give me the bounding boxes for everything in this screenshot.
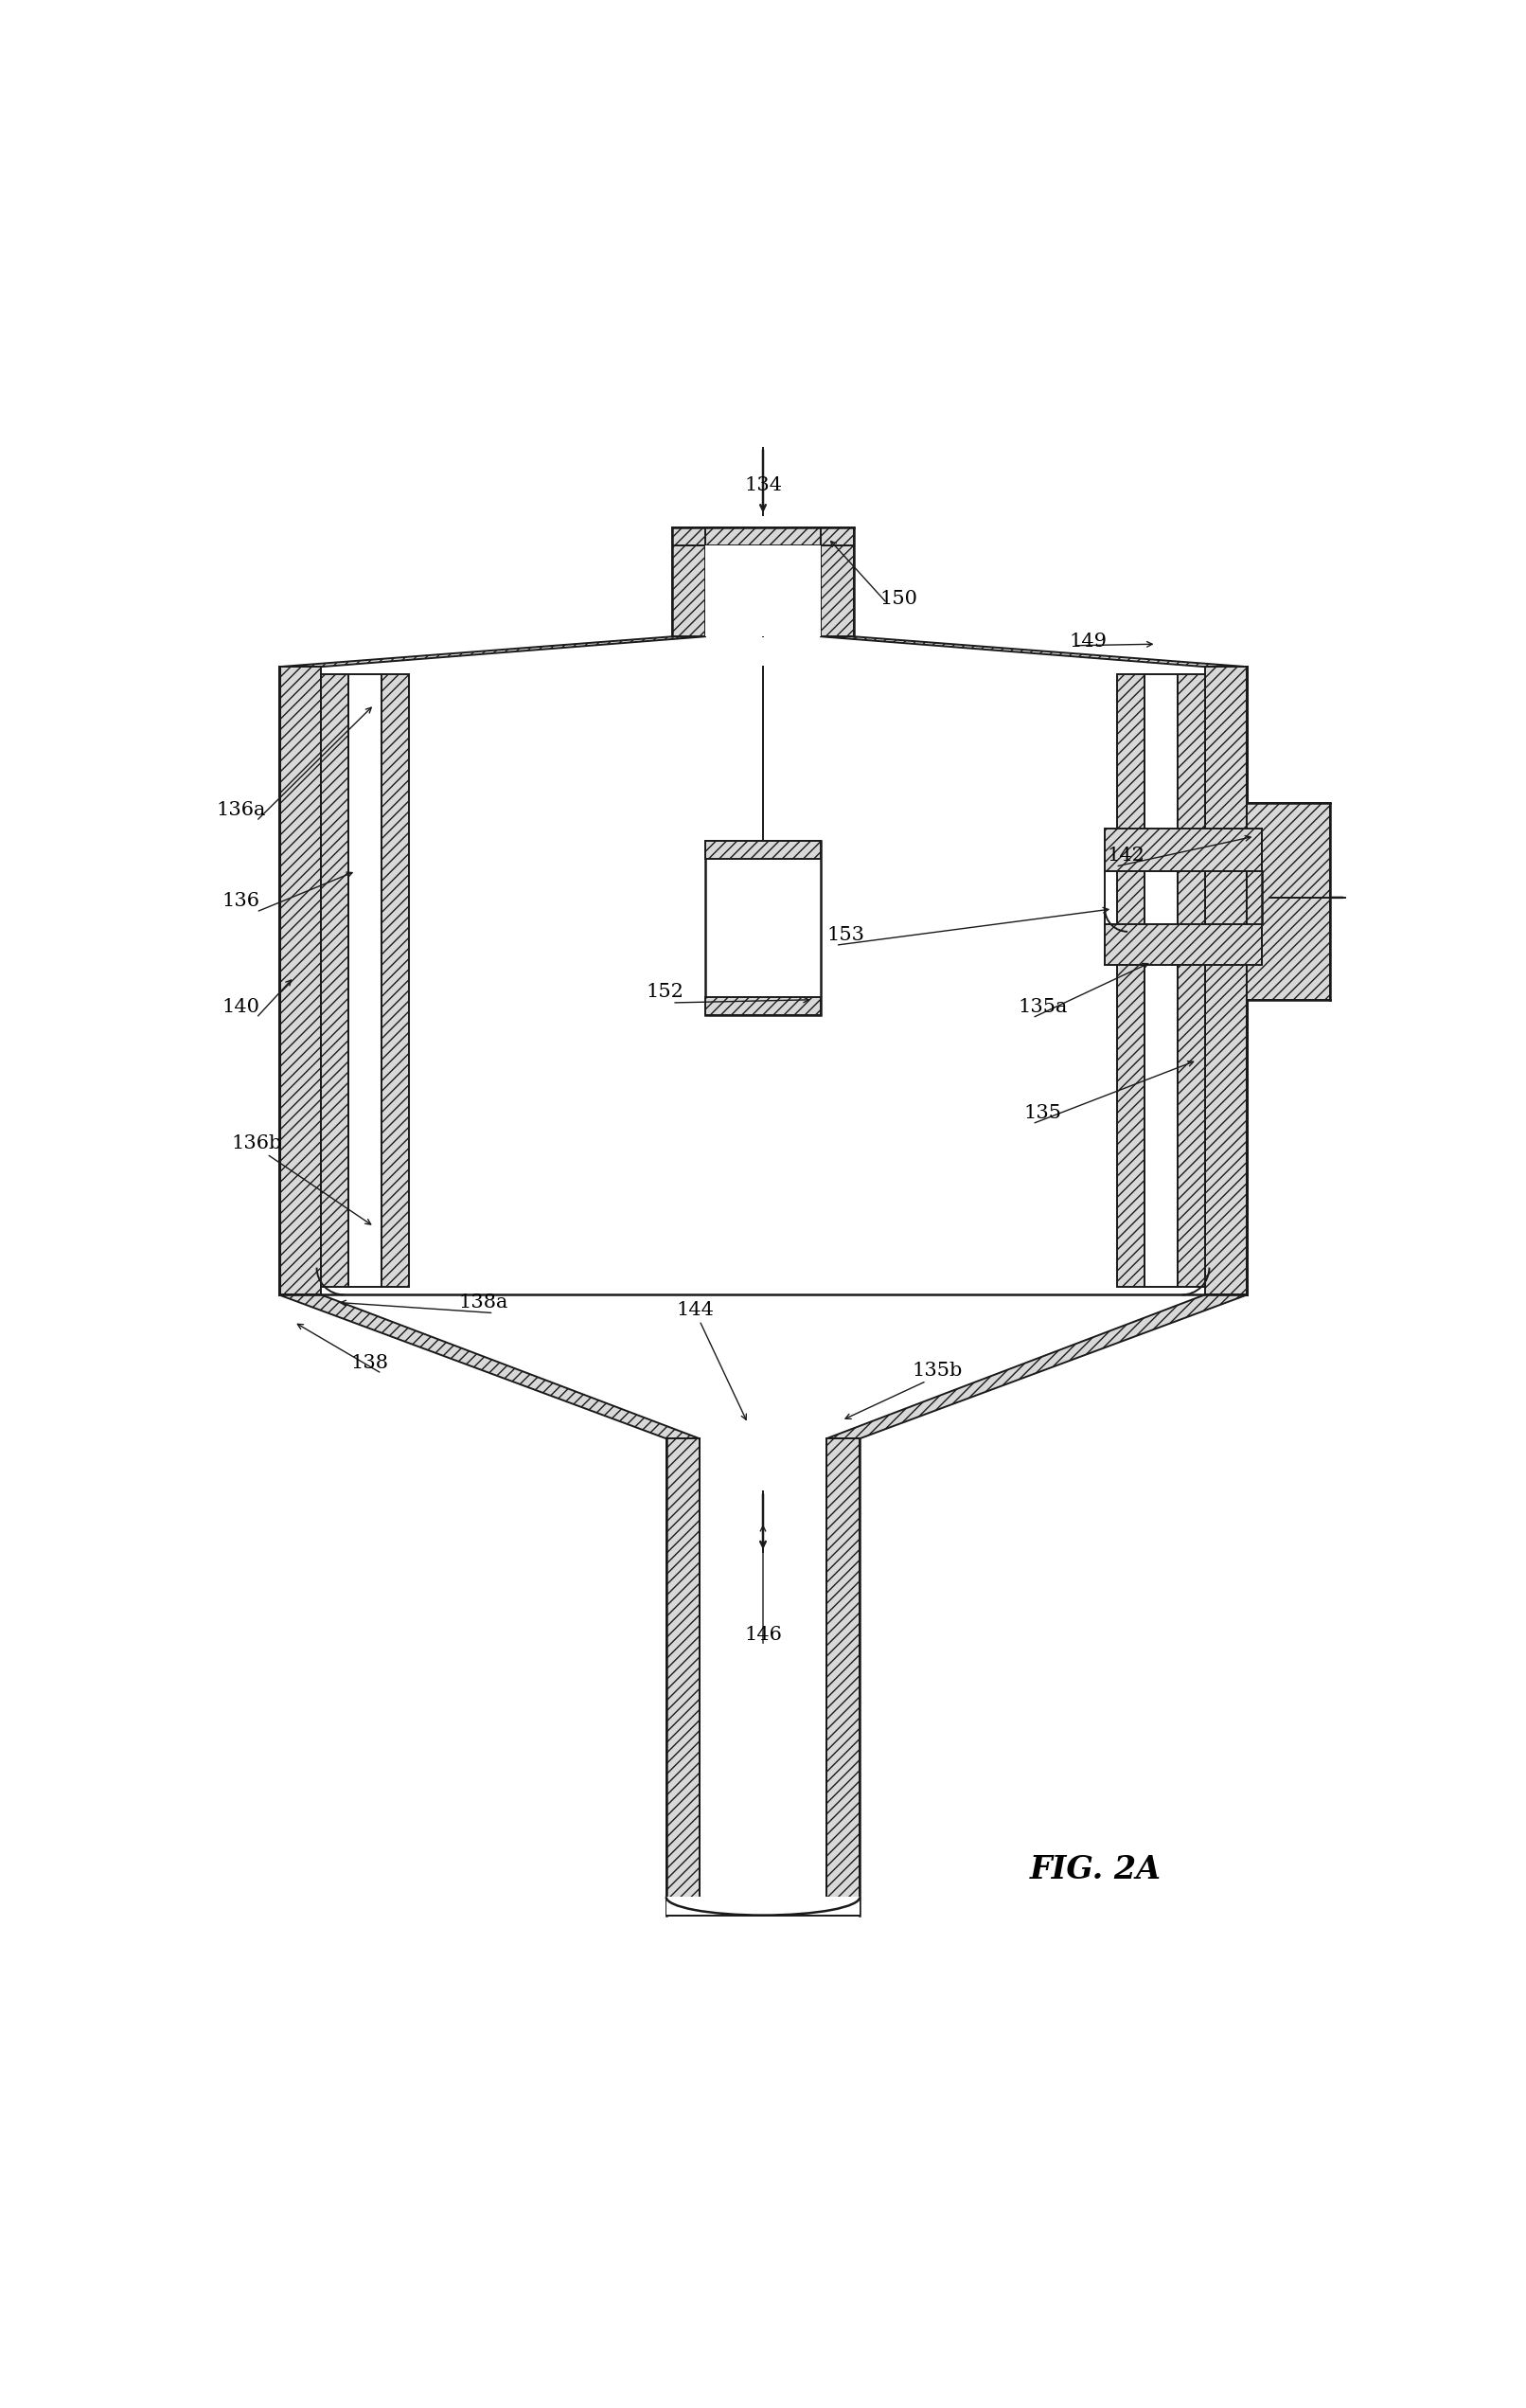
Text: 136b: 136b	[230, 1134, 281, 1153]
Text: 150: 150	[881, 590, 919, 607]
Polygon shape	[1204, 667, 1247, 1296]
Text: 135a: 135a	[1018, 999, 1068, 1016]
Polygon shape	[673, 527, 853, 547]
Bar	[705, 997, 821, 1014]
Polygon shape	[673, 547, 705, 636]
Polygon shape	[827, 1438, 859, 1914]
Polygon shape	[279, 667, 322, 1296]
Text: 136: 136	[223, 893, 259, 910]
Polygon shape	[279, 636, 705, 667]
Text: 135: 135	[1024, 1105, 1062, 1122]
Polygon shape	[1105, 828, 1262, 872]
Text: 149: 149	[1070, 631, 1108, 650]
Text: 153: 153	[827, 925, 865, 944]
Bar	[1117, 674, 1144, 1288]
Text: 142: 142	[1108, 848, 1144, 864]
Polygon shape	[279, 1296, 699, 1438]
Bar	[705, 547, 821, 636]
Bar	[1178, 674, 1204, 1288]
Polygon shape	[667, 1438, 699, 1914]
Text: 146: 146	[745, 1625, 781, 1645]
Bar	[699, 1438, 827, 1914]
Text: 136a: 136a	[217, 802, 266, 819]
Bar	[667, 1898, 859, 1914]
Text: 134: 134	[745, 477, 781, 494]
Bar	[382, 674, 409, 1288]
Polygon shape	[821, 636, 1247, 667]
Text: 144: 144	[676, 1300, 714, 1320]
Text: FIG. 2A: FIG. 2A	[1030, 1854, 1161, 1885]
Bar	[348, 674, 382, 1288]
Text: 140: 140	[223, 999, 259, 1016]
Bar	[705, 840, 821, 860]
Bar	[409, 667, 1117, 1296]
Text: 135b: 135b	[911, 1361, 963, 1380]
Bar	[322, 674, 348, 1288]
Polygon shape	[1105, 925, 1262, 966]
Polygon shape	[1247, 802, 1331, 999]
Text: 138: 138	[351, 1353, 389, 1373]
Text: 138a: 138a	[458, 1293, 508, 1312]
Bar	[1144, 674, 1178, 1288]
Polygon shape	[821, 547, 853, 636]
Polygon shape	[827, 1296, 1247, 1438]
Text: 152: 152	[645, 982, 684, 1002]
Bar	[705, 840, 821, 1014]
